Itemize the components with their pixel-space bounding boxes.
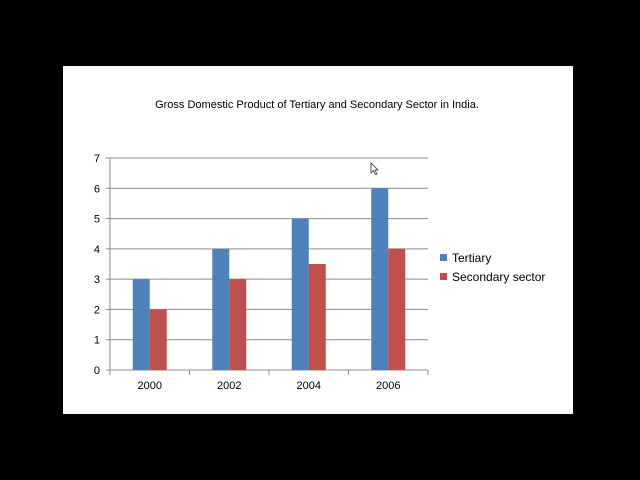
x-tick-label: 2004 xyxy=(297,380,321,392)
chart-title: Gross Domestic Product of Tertiary and S… xyxy=(155,99,479,111)
mouse-cursor-icon xyxy=(370,162,379,175)
slide: Gross Domestic Product of Tertiary and S… xyxy=(63,66,573,414)
bars xyxy=(132,188,406,370)
legend-label: Secondary sector xyxy=(452,270,545,284)
bar-secondary-sector-2002 xyxy=(229,279,247,370)
x-tick-label: 2002 xyxy=(217,380,241,392)
legend-swatch xyxy=(440,273,447,280)
x-tick-labels: 2000 2002 2004 2006 xyxy=(138,380,401,392)
y-tick-label: 0 xyxy=(94,365,100,377)
bar-tertiary-2006 xyxy=(371,188,389,370)
bar-secondary-sector-2000 xyxy=(149,309,167,370)
legend-label: Tertiary xyxy=(452,251,491,265)
y-tick-label: 6 xyxy=(94,183,100,195)
y-tick-label: 7 xyxy=(94,153,100,165)
bar-tertiary-2002 xyxy=(212,248,230,370)
y-tick-labels: 0 1 2 3 4 5 6 7 xyxy=(94,153,100,377)
x-tick-label: 2000 xyxy=(138,380,162,392)
y-tick-label: 3 xyxy=(94,274,100,286)
y-tick-label: 2 xyxy=(94,304,100,316)
legend-swatch xyxy=(440,254,447,261)
legend: Tertiary Secondary sector xyxy=(370,162,545,284)
bar-tertiary-2004 xyxy=(291,218,309,370)
bar-secondary-sector-2004 xyxy=(308,264,326,370)
x-tick-label: 2006 xyxy=(376,380,400,392)
y-tick-label: 4 xyxy=(94,244,100,256)
y-tick-label: 5 xyxy=(94,214,100,226)
bar-secondary-sector-2006 xyxy=(388,248,406,370)
bar-chart: Gross Domestic Product of Tertiary and S… xyxy=(94,99,546,392)
y-tick-label: 1 xyxy=(94,335,100,347)
bar-tertiary-2000 xyxy=(132,279,150,370)
